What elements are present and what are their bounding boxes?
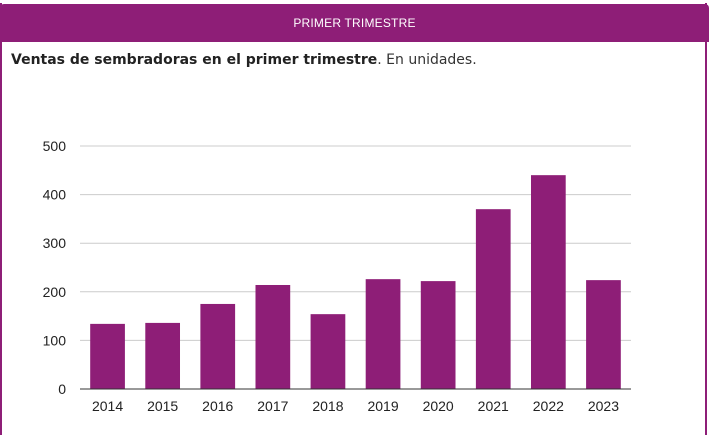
chart-subtitle-bold: Ventas de sembradoras en el primer trime… — [11, 52, 378, 68]
x-tick-label: 2014 — [92, 398, 123, 414]
bar-2015[interactable] — [145, 322, 181, 389]
y-tick-label: 300 — [43, 235, 67, 251]
x-tick-label: 2019 — [367, 398, 398, 414]
panel-frame — [0, 3, 707, 435]
panel-header-title: PRIMER TRIMESTRE — [293, 16, 416, 30]
x-tick-label: 2021 — [478, 398, 509, 414]
y-tick-label: 0 — [58, 381, 66, 397]
chart-subtitle-rest: . En unidades. — [377, 52, 477, 68]
panel-header[interactable]: PRIMER TRIMESTRE — [0, 4, 709, 42]
x-tick-label: 2015 — [147, 398, 178, 414]
x-tick-label: 2018 — [312, 398, 343, 414]
bar-2016[interactable] — [200, 303, 236, 389]
y-tick-label: 100 — [43, 332, 67, 348]
bar-2014[interactable] — [90, 323, 125, 389]
y-tick-label: 200 — [43, 284, 67, 300]
x-tick-label: 2017 — [257, 398, 288, 414]
bar-2023[interactable] — [586, 280, 621, 389]
x-tick-label: 2016 — [202, 398, 233, 414]
y-tick-label: 500 — [43, 138, 67, 154]
x-tick-label: 2020 — [423, 398, 454, 414]
x-tick-label: 2022 — [533, 398, 564, 414]
bar-2019[interactable] — [365, 279, 401, 389]
bar-2017[interactable] — [255, 284, 291, 389]
bar-2018[interactable] — [310, 314, 346, 389]
x-tick-label: 2023 — [588, 398, 619, 414]
chart-subtitle: Ventas de sembradoras en el primer trime… — [11, 52, 477, 68]
bar-2022[interactable] — [530, 175, 566, 389]
bar-2020[interactable] — [420, 281, 456, 389]
y-tick-label: 400 — [43, 187, 67, 203]
bar-2021[interactable] — [475, 209, 511, 389]
